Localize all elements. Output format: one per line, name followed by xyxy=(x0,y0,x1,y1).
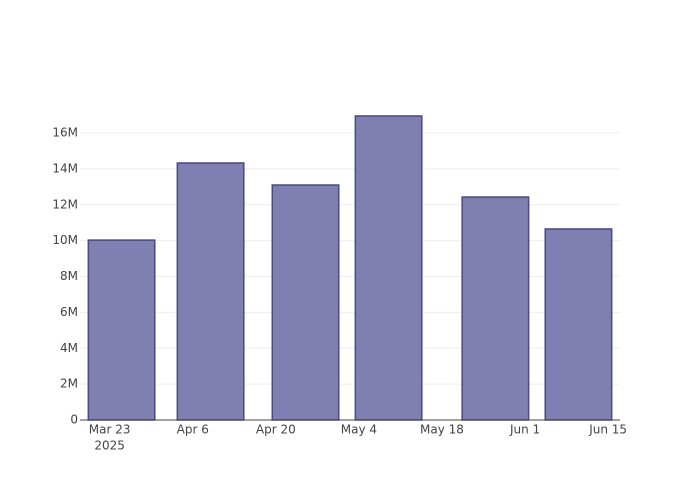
x-tick-label: Apr 20 xyxy=(256,423,296,437)
bar xyxy=(87,239,156,421)
bar xyxy=(354,115,423,421)
y-tick-label: 10M xyxy=(52,233,78,247)
bar xyxy=(461,196,530,421)
x-tick-label: Apr 6 xyxy=(177,423,209,437)
y-tick-label: 14M xyxy=(52,161,78,175)
y-tick-label: 6M xyxy=(60,305,78,319)
x-tick-label: May 4 xyxy=(341,423,377,437)
y-tick-label: 2M xyxy=(60,377,78,391)
bar xyxy=(271,184,340,421)
bar xyxy=(544,228,613,421)
x-tick-label: Jun 15 xyxy=(588,423,627,437)
bar xyxy=(176,162,245,421)
x-tick-label: Jun 1 xyxy=(509,423,540,437)
y-tick-label: 4M xyxy=(60,341,78,355)
x-tick-label: May 18 xyxy=(420,423,464,437)
y-tick-label: 8M xyxy=(60,269,78,283)
x-tick-label: Mar 23 xyxy=(89,423,131,437)
x-year-label: 2025 xyxy=(94,439,125,453)
y-tick-label: 12M xyxy=(52,197,78,211)
y-tick-label: 16M xyxy=(52,126,78,140)
y-tick-label: 0 xyxy=(70,413,78,427)
